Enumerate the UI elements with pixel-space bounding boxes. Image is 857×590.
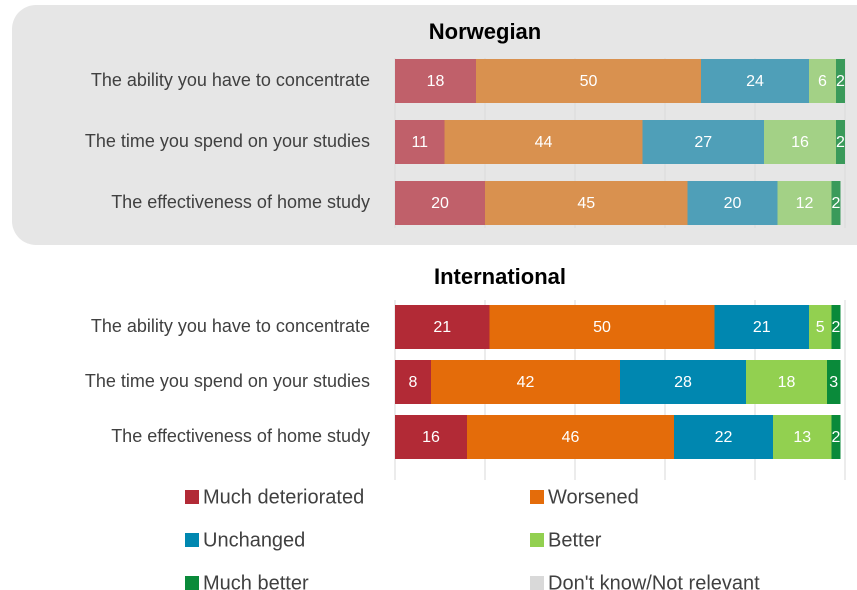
bar-segment xyxy=(809,305,832,349)
data-label: 13 xyxy=(793,429,811,446)
chart-title: Norwegian xyxy=(429,19,541,44)
legend-swatch xyxy=(530,533,544,547)
bar-segment xyxy=(773,415,832,459)
legend-swatch xyxy=(530,490,544,504)
bar-segment xyxy=(764,120,836,164)
bar-segment xyxy=(395,59,476,103)
bar-segment xyxy=(485,181,688,225)
y-tick-label: The time you spend on your studies xyxy=(85,131,370,151)
bar-segment xyxy=(831,181,841,225)
data-label: 18 xyxy=(778,374,796,391)
data-label: 2 xyxy=(832,429,841,446)
data-label: 50 xyxy=(593,319,611,336)
bar-segment xyxy=(836,120,845,164)
data-label: 46 xyxy=(562,429,580,446)
data-label: 21 xyxy=(433,319,451,336)
bar-segment xyxy=(467,415,674,459)
data-label: 2 xyxy=(836,134,845,151)
bar-segment xyxy=(836,59,845,103)
bar-segment xyxy=(831,415,841,459)
bar-segment xyxy=(674,415,773,459)
data-label: 20 xyxy=(724,195,742,212)
data-label: 28 xyxy=(674,374,692,391)
data-label: 18 xyxy=(427,73,445,90)
data-label: 6 xyxy=(818,73,827,90)
legend-label: Don't know/Not relevant xyxy=(548,572,760,590)
data-label: 2 xyxy=(832,195,841,212)
data-label: 3 xyxy=(829,374,838,391)
y-tick-label: The time you spend on your studies xyxy=(85,371,370,391)
data-label: 12 xyxy=(796,195,814,212)
y-tick-label: The effectiveness of home study xyxy=(111,192,370,212)
bar-segment xyxy=(827,360,841,404)
legend-swatch xyxy=(185,533,199,547)
y-tick-label: The ability you have to concentrate xyxy=(91,70,370,90)
legend-label: Worsened xyxy=(548,486,639,508)
bar-segment xyxy=(395,181,485,225)
data-label: 16 xyxy=(791,134,809,151)
data-label: 11 xyxy=(411,134,428,151)
bar-segment xyxy=(777,181,832,225)
data-label: 5 xyxy=(816,319,825,336)
bar-segment xyxy=(809,59,836,103)
bar-segment xyxy=(476,59,701,103)
bar-segment xyxy=(395,120,445,164)
bar-segment xyxy=(395,305,490,349)
data-label: 44 xyxy=(535,134,553,151)
data-label: 50 xyxy=(580,73,598,90)
bar-segment xyxy=(395,360,431,404)
legend-label: Much better xyxy=(203,572,309,590)
data-label: 20 xyxy=(431,195,449,212)
data-label: 27 xyxy=(694,134,712,151)
chart-title: International xyxy=(434,264,566,289)
bar-segment xyxy=(642,120,764,164)
data-label: 8 xyxy=(409,374,418,391)
y-tick-label: The ability you have to concentrate xyxy=(91,316,370,336)
bar-segment xyxy=(489,305,715,349)
bar-segment xyxy=(620,360,746,404)
legend-swatch xyxy=(185,490,199,504)
data-label: 21 xyxy=(753,319,771,336)
legend-swatch xyxy=(185,576,199,590)
legend-label: Much deteriorated xyxy=(203,486,364,508)
data-label: 42 xyxy=(517,374,535,391)
bar-segment xyxy=(431,360,620,404)
bar-segment xyxy=(746,360,827,404)
legend-swatch xyxy=(530,576,544,590)
bar-segment xyxy=(687,181,778,225)
data-label: 24 xyxy=(746,73,764,90)
data-label: 2 xyxy=(836,73,845,90)
bar-segment xyxy=(831,305,841,349)
data-label: 16 xyxy=(422,429,440,446)
legend-label: Better xyxy=(548,529,602,551)
bar-segment xyxy=(701,59,809,103)
data-label: 22 xyxy=(715,429,733,446)
data-label: 2 xyxy=(832,319,841,336)
legend-label: Unchanged xyxy=(203,529,305,551)
data-label: 45 xyxy=(577,195,595,212)
bar-segment xyxy=(395,415,467,459)
y-tick-label: The effectiveness of home study xyxy=(111,426,370,446)
bar-segment xyxy=(444,120,643,164)
bar-segment xyxy=(714,305,809,349)
